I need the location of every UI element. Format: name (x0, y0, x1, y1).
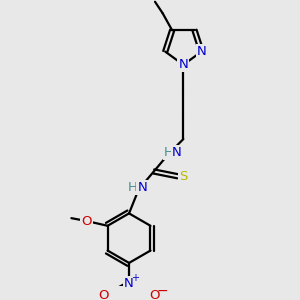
Text: N: N (178, 58, 188, 71)
Text: O: O (149, 289, 160, 300)
Text: H: H (128, 181, 138, 194)
Text: −: − (157, 284, 168, 298)
Text: O: O (98, 289, 109, 300)
Text: N: N (124, 278, 134, 290)
Text: N: N (196, 45, 206, 58)
Text: H: H (164, 146, 174, 159)
Text: N: N (137, 181, 147, 194)
Text: O: O (81, 214, 92, 227)
Text: S: S (179, 170, 188, 183)
Text: N: N (172, 146, 182, 159)
Text: +: + (131, 273, 139, 283)
